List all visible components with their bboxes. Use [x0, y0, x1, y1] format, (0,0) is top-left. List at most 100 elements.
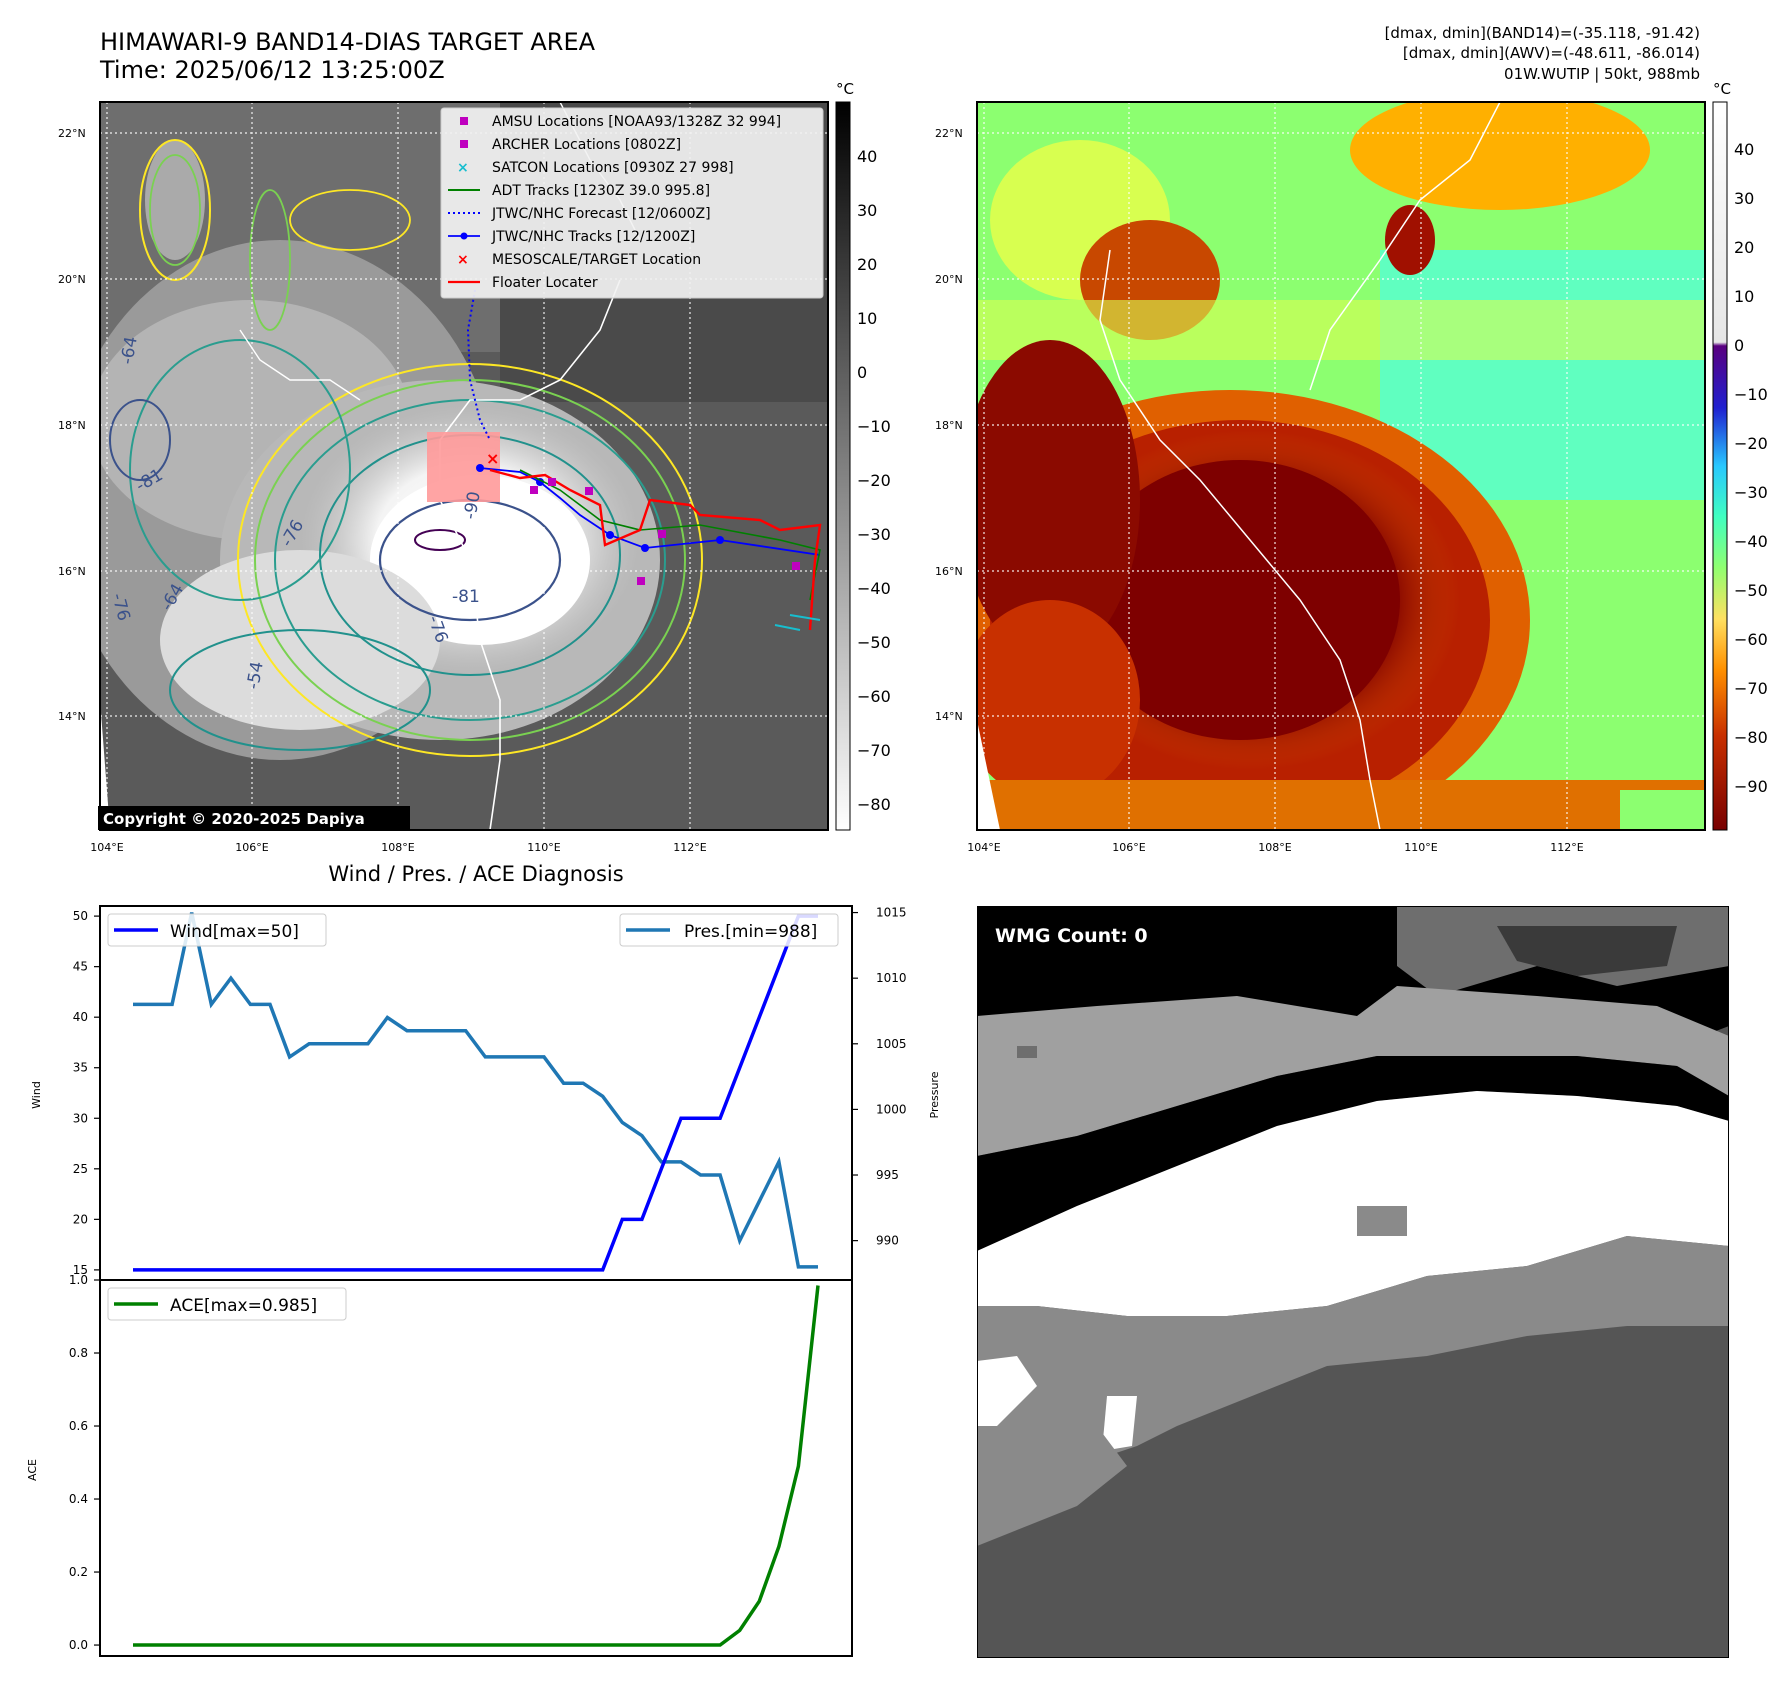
- svg-text:−70: −70: [857, 741, 891, 760]
- svg-text:16°N: 16°N: [58, 565, 86, 578]
- svg-text:22°N: 22°N: [58, 127, 86, 140]
- svg-text:×: ×: [486, 449, 499, 468]
- tick-label: 1000: [876, 1102, 907, 1116]
- wind-pressure-axes: [99, 905, 853, 1281]
- svg-text:×: ×: [457, 160, 469, 176]
- tick-label: 995: [876, 1168, 899, 1182]
- svg-text:−60: −60: [857, 687, 891, 706]
- svg-text:−50: −50: [857, 633, 891, 652]
- svg-text:40: 40: [1734, 140, 1754, 159]
- svg-text:106°E: 106°E: [1112, 841, 1145, 854]
- legend-forecast: JTWC/NHC Forecast [12/0600Z]: [491, 206, 711, 222]
- ir-lon-ticks: 104°E 106°E 108°E 110°E 112°E: [90, 841, 706, 854]
- map-legend: AMSU Locations [NOAA93/1328Z 32 994] ARC…: [440, 107, 824, 299]
- svg-text:−10: −10: [857, 417, 891, 436]
- wind-series-line: [133, 914, 818, 1272]
- contour-label: -64: [117, 335, 142, 366]
- info-awv-range: [dmax, dmin](AWV)=(-48.611, -86.014): [1402, 44, 1700, 62]
- contour-label: -81: [452, 587, 480, 607]
- ace-legend: ACE[max=0.985]: [107, 1287, 347, 1321]
- svg-text:104°E: 104°E: [90, 841, 123, 854]
- awv-map-frame: [976, 101, 1706, 831]
- svg-text:−70: −70: [1734, 679, 1768, 698]
- svg-text:−80: −80: [1734, 728, 1768, 747]
- copyright-text: Copyright © 2020-2025 Dapiya: [103, 810, 365, 828]
- svg-text:30: 30: [857, 201, 877, 220]
- tick-label: 0.8: [69, 1346, 88, 1360]
- ace-series-line: [133, 1285, 820, 1647]
- svg-text:−30: −30: [1734, 483, 1768, 502]
- svg-text:16°N: 16°N: [935, 565, 963, 578]
- info-band14-range: [dmax, dmin](BAND14)=(-35.118, -91.42): [1384, 24, 1700, 42]
- tick-label: 1.0: [69, 1273, 88, 1287]
- info-storm-id: 01W.WUTIP | 50kt, 988mb: [1504, 65, 1700, 83]
- svg-text:−20: −20: [857, 471, 891, 490]
- tick-label: 0.0: [69, 1638, 88, 1652]
- wmg-count-label: WMG Count: 0: [995, 925, 1148, 947]
- svg-text:−40: −40: [1734, 532, 1768, 551]
- wind-axis-label: Wind: [30, 1081, 43, 1109]
- jtwc-track: [479, 467, 821, 556]
- ace-axes: [99, 1279, 853, 1657]
- tick-label: 0.2: [69, 1565, 88, 1579]
- tick-label: 20: [73, 1212, 88, 1226]
- svg-text:22°N: 22°N: [935, 127, 963, 140]
- tick-label: 25: [73, 1162, 88, 1176]
- svg-text:20: 20: [857, 255, 877, 274]
- forecast-track: [466, 289, 491, 441]
- svg-text:110°E: 110°E: [527, 841, 560, 854]
- tick-label: 1015: [876, 906, 907, 920]
- adt-track: [519, 469, 821, 601]
- svg-text:18°N: 18°N: [58, 419, 86, 432]
- svg-text:−90: −90: [1734, 777, 1768, 796]
- tick-label: 1005: [876, 1037, 907, 1051]
- tick-label: 45: [73, 960, 88, 974]
- awv-lon-ticks: 104°E 106°E 108°E 110°E 112°E: [967, 841, 1583, 854]
- svg-text:−30: −30: [857, 525, 891, 544]
- svg-text:ACE[max=0.985]: ACE[max=0.985]: [170, 1296, 317, 1316]
- pressure-series-line: [133, 912, 818, 1269]
- tick-label: 30: [73, 1111, 88, 1125]
- ace-axis-label: ACE: [26, 1459, 39, 1481]
- ir-image: × -90 -81 -76 -76 -64 -81 -54 -64 -76: [100, 102, 828, 830]
- tick-label: 0.4: [69, 1492, 88, 1506]
- diagnosis-title: Wind / Pres. / ACE Diagnosis: [328, 862, 624, 886]
- svg-text:0: 0: [1734, 336, 1744, 355]
- svg-text:108°E: 108°E: [381, 841, 414, 854]
- svg-text:112°E: 112°E: [673, 841, 706, 854]
- svg-text:20°N: 20°N: [58, 273, 86, 286]
- tick-label: 0.6: [69, 1419, 88, 1433]
- ir-colorbar-unit: °C: [836, 80, 854, 98]
- ir-map-frame: [99, 101, 829, 831]
- svg-text:104°E: 104°E: [967, 841, 1000, 854]
- svg-text:112°E: 112°E: [1550, 841, 1583, 854]
- mesoscale-box: [427, 432, 500, 502]
- svg-text:−50: −50: [1734, 581, 1768, 600]
- tick-label: 40: [73, 1010, 88, 1024]
- ace-y-ticks: 0.0 0.2 0.4 0.6 0.8 1.0: [69, 1273, 100, 1652]
- svg-text:−10: −10: [1734, 385, 1768, 404]
- svg-text:106°E: 106°E: [235, 841, 268, 854]
- wmg-panel: WMG Count: 0: [977, 906, 1729, 1658]
- svg-text:18°N: 18°N: [935, 419, 963, 432]
- pressure-legend: Pres.[min=988]: [619, 913, 839, 947]
- tick-label: 50: [73, 909, 88, 923]
- svg-text:20°N: 20°N: [935, 273, 963, 286]
- svg-text:−40: −40: [857, 579, 891, 598]
- legend-mesoscale: MESOSCALE/TARGET Location: [492, 252, 701, 268]
- ir-lat-ticks: 22°N 20°N 18°N 16°N 14°N: [58, 127, 86, 723]
- awv-colorbar: [1712, 101, 1728, 831]
- legend-adt: ADT Tracks [1230Z 39.0 995.8]: [492, 183, 710, 199]
- svg-text:−60: −60: [1734, 630, 1768, 649]
- svg-text:20: 20: [1734, 238, 1754, 257]
- figure-title: HIMAWARI-9 BAND14-DIAS TARGET AREA: [100, 28, 596, 56]
- svg-text:14°N: 14°N: [935, 710, 963, 723]
- legend-satcon: SATCON Locations [0930Z 27 998]: [492, 160, 734, 176]
- awv-image: [977, 102, 1705, 830]
- contour-label: -90: [460, 490, 485, 521]
- tick-label: 990: [876, 1234, 899, 1248]
- tick-label: 15: [73, 1263, 88, 1277]
- svg-text:40: 40: [857, 147, 877, 166]
- pressure-y-ticks: 990 995 1000 1005 1010 1015: [852, 906, 907, 1248]
